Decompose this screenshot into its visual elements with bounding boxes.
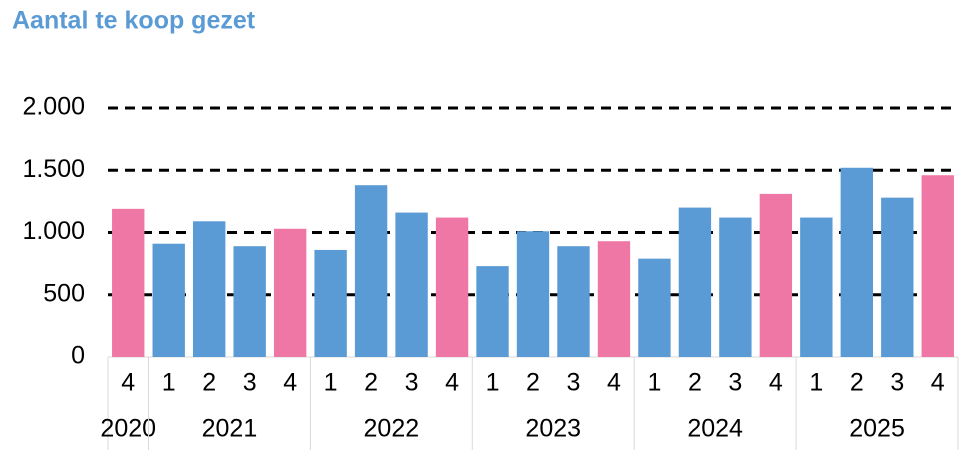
x-tick-label: 1 <box>809 369 823 397</box>
x-tick-label: 4 <box>283 369 297 397</box>
x-tick-label: 3 <box>243 369 257 397</box>
x-tick-label: 4 <box>769 369 783 397</box>
x-tick-label: 4 <box>121 369 135 397</box>
bar <box>678 207 712 357</box>
x-tick-label: 2 <box>688 369 702 397</box>
group-label: 2021 <box>202 415 258 443</box>
x-tick-label: 1 <box>647 369 661 397</box>
x-tick-label: 1 <box>162 369 176 397</box>
x-tick-label: 3 <box>567 369 581 397</box>
bar <box>476 266 509 357</box>
x-tick-label: 4 <box>607 369 621 397</box>
x-tick-label: 2 <box>526 369 540 397</box>
x-tick-label: 3 <box>728 369 742 397</box>
bar <box>233 246 266 357</box>
bar <box>112 208 145 357</box>
chart-title: Aantal te koop gezet <box>12 7 256 35</box>
y-tick-label: 1.000 <box>22 217 85 245</box>
bar <box>840 167 873 357</box>
x-tick-label: 1 <box>486 369 500 397</box>
group-label: 2020 <box>100 415 156 443</box>
group-label: 2022 <box>364 415 420 443</box>
x-tick-label: 3 <box>890 369 904 397</box>
bar <box>921 175 954 357</box>
x-tick-label: 2 <box>364 369 378 397</box>
bar <box>881 197 914 357</box>
bar <box>152 243 185 357</box>
y-tick-label: 500 <box>43 279 85 307</box>
bar <box>354 185 388 357</box>
bar <box>759 193 793 357</box>
bar <box>638 258 671 357</box>
x-tick-label: 4 <box>931 369 945 397</box>
bar <box>719 217 752 357</box>
bar <box>193 221 226 357</box>
x-tick-label: 2 <box>202 369 216 397</box>
group-label: 2023 <box>525 415 581 443</box>
bar <box>557 246 590 357</box>
y-tick-label: 0 <box>71 342 85 370</box>
y-tick-label: 2.000 <box>22 93 85 121</box>
bar <box>314 249 347 357</box>
x-tick-label: 3 <box>405 369 419 397</box>
bar <box>800 217 833 357</box>
group-label: 2025 <box>849 415 905 443</box>
y-tick-label: 1.500 <box>22 155 85 183</box>
x-tick-label: 1 <box>324 369 338 397</box>
bar <box>435 217 469 357</box>
bar <box>395 212 428 357</box>
x-tick-label: 4 <box>445 369 459 397</box>
bar <box>516 231 550 357</box>
group-label: 2024 <box>687 415 743 443</box>
bar <box>273 228 307 357</box>
bar <box>597 241 631 357</box>
x-tick-label: 2 <box>850 369 864 397</box>
